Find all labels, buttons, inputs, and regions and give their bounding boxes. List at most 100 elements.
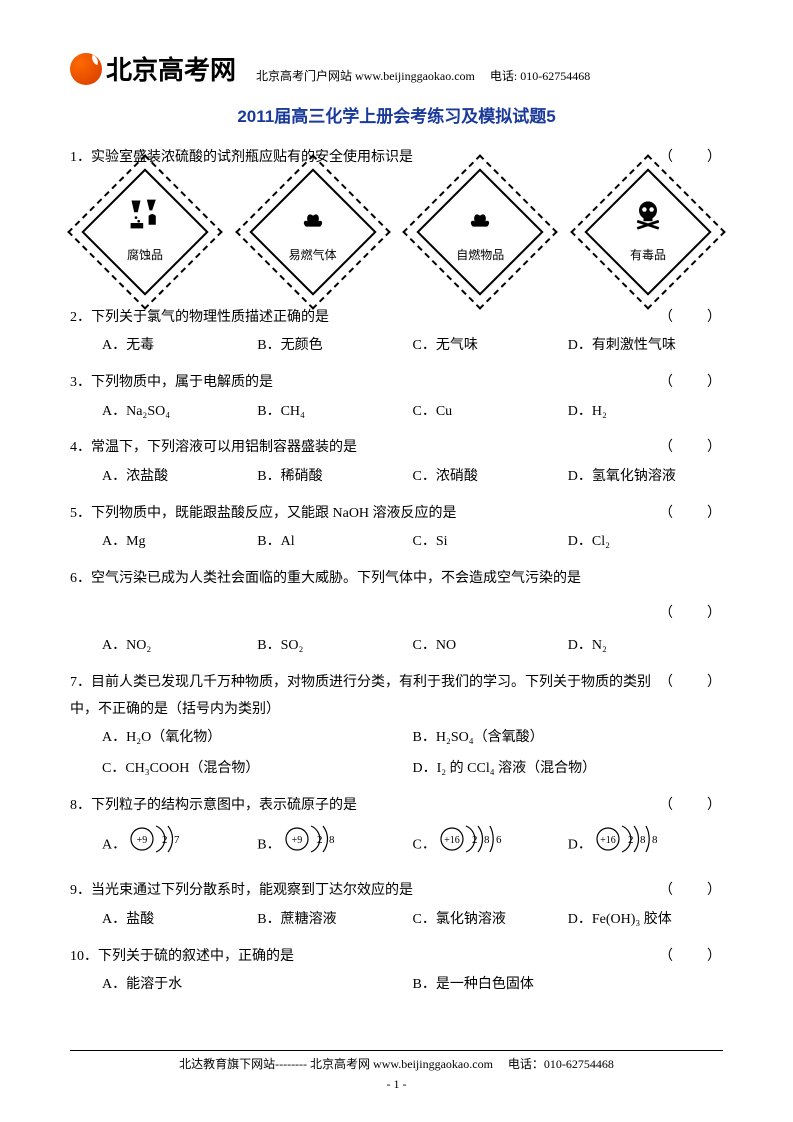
svg-text:2: 2 [472,834,478,846]
options-row: A．H₂O（氧化物）B．H₂SO₄（含氧酸） [70,723,723,754]
options-row: A．MgB．AlC．SiD．Cl₂ [70,527,723,558]
hazard-icon [630,196,666,240]
option-3: D．Fe(OH)₃ 胶体 [568,905,723,936]
question-text: 2．下列关于氯气的物理性质描述正确的是 [70,305,659,332]
option-3: D．有刺激性气味 [568,331,723,362]
option-2: C．NO [413,631,568,662]
atom-diagram-icon: +9 27 [126,820,208,871]
option-3: D．Cl₂ [568,527,723,558]
hazard-diamond-0: 腐蚀品 [80,177,210,287]
page-footer: 北达教育旗下网站-------- 北京高考网 www.beijinggaokao… [70,1050,723,1072]
options-row: C．CH₃COOH（混合物）D．I₂ 的 CCl₄ 溶液（混合物） [70,754,723,785]
svg-text:6: 6 [496,834,502,846]
svg-text:8: 8 [484,834,490,846]
svg-text:+9: +9 [137,835,148,846]
question-text: 9．当光束通过下列分散系时，能观察到丁达尔效应的是 [70,878,659,905]
atom-diagram-icon: +9 28 [281,820,363,871]
atom-diagram-icon: +16288 [592,820,698,871]
option-0: A．Mg [102,527,257,558]
svg-text:2: 2 [317,834,323,846]
option-0: A．NO₂ [102,631,257,662]
option-1: B．SO₂ [257,631,412,662]
svg-text:8: 8 [329,834,335,846]
svg-text:8: 8 [652,834,658,846]
page-header: 北京高考网 北京高考门户网站 www.beijinggaokao.com 电话:… [70,50,723,87]
questions-container: 1．实验室盛装浓硫酸的试剂瓶应贴有的安全使用标识是（ ）腐蚀品易燃气体自燃物品有… [70,145,723,1001]
hazard-diamond-1: 易燃气体 [248,177,378,287]
svg-text:2: 2 [162,834,168,846]
option-1: B．无颜色 [257,331,412,362]
option-2: C．无气味 [413,331,568,362]
hazard-diamond-2: 自燃物品 [415,177,545,287]
hazard-label: 自燃物品 [456,244,504,267]
hazard-label: 有毒品 [630,244,666,267]
options-row: A．NO₂B．SO₂C．NOD．N₂ [70,631,723,662]
question-2: 2．下列关于氯气的物理性质描述正确的是（ ）A．无毒B．无颜色C．无气味D．有刺… [70,305,723,362]
answer-blank: （ ） [659,145,723,172]
question-text: 8．下列粒子的结构示意图中，表示硫原子的是 [70,793,659,820]
answer-blank: （ ） [659,370,723,397]
options-row: A．无毒B．无颜色C．无气味D．有刺激性气味 [70,331,723,362]
hazard-icon [127,196,163,240]
option: A．能溶于水 [102,970,413,1001]
option: B．H₂SO₄（含氧酸） [413,723,724,754]
option-3: D．N₂ [568,631,723,662]
question-text: 10．下列关于硫的叙述中，正确的是 [70,944,659,971]
option-1: B．CH₄ [257,397,412,428]
atom-option-3: D．+16288 [568,820,723,871]
question-1: 1．实验室盛装浓硫酸的试剂瓶应贴有的安全使用标识是（ ）腐蚀品易燃气体自燃物品有… [70,145,723,297]
logo-icon [70,53,102,85]
svg-text:7: 7 [174,834,180,846]
option-1: B．稀硝酸 [257,462,412,493]
question-text: 3．下列物质中，属于电解质的是 [70,370,659,397]
option-0: A．盐酸 [102,905,257,936]
logo-text: 北京高考网 [106,50,236,87]
answer-blank: （ ） [659,435,723,462]
answer-blank: （ ） [659,670,723,697]
options-row: A．Na₂SO₄B．CH₄C．CuD．H₂ [70,397,723,428]
site-logo: 北京高考网 [70,50,236,87]
question-text: 5．下列物质中，既能跟盐酸反应，又能跟 NaOH 溶液反应的是 [70,501,659,528]
option-0: A．Na₂SO₄ [102,397,257,428]
question-text: 6．空气污染已成为人类社会面临的重大威胁。下列气体中，不会造成空气污染的是 [70,566,723,593]
option-2: C．氯化钠溶液 [413,905,568,936]
svg-text:2: 2 [628,834,634,846]
option: B．是一种白色固体 [413,970,724,1001]
answer-blank: （ ） [659,793,723,820]
options-row: A．盐酸B．蔗糖溶液C．氯化钠溶液D．Fe(OH)₃ 胶体 [70,905,723,936]
svg-text:+9: +9 [291,835,302,846]
atom-options: A．+927B．+928C．+16286D．+16288 [70,820,723,871]
question-3: 3．下列物质中，属于电解质的是（ ）A．Na₂SO₄B．CH₄C．CuD．H₂ [70,370,723,427]
document-title: 2011届高三化学上册会考练习及模拟试题5 [70,102,723,127]
answer-blank: （ ） [659,305,723,332]
question-7: 7．目前人类已发现几千万种物质，对物质进行分类，有利于我们的学习。下列关于物质的… [70,670,723,785]
answer-blank: （ ） [70,601,723,628]
answer-blank: （ ） [659,944,723,971]
option-1: B．蔗糖溶液 [257,905,412,936]
header-subtitle: 北京高考门户网站 www.beijinggaokao.com 电话: 010-6… [256,67,590,87]
option-2: C．Cu [413,397,568,428]
option-3: D．H₂ [568,397,723,428]
atom-diagram-icon: +16 286 [436,820,542,871]
answer-blank: （ ） [659,878,723,905]
option-2: C．Si [413,527,568,558]
question-4: 4．常温下，下列溶液可以用铝制容器盛装的是（ ）A．浓盐酸B．稀硝酸C．浓硝酸D… [70,435,723,492]
question-text: 7．目前人类已发现几千万种物质，对物质进行分类，有利于我们的学习。下列关于物质的… [70,670,659,723]
atom-option-1: B．+928 [257,820,412,871]
question-10: 10．下列关于硫的叙述中，正确的是（ ） A．能溶于水B．是一种白色固体 [70,944,723,1001]
svg-text:+16: +16 [444,835,460,846]
hazard-icon [295,196,331,240]
question-text: 4．常温下，下列溶液可以用铝制容器盛装的是 [70,435,659,462]
question-8: 8．下列粒子的结构示意图中，表示硫原子的是（ ）A．+927B．+928C．+1… [70,793,723,870]
answer-blank: （ ） [659,501,723,528]
option: A．H₂O（氧化物） [102,723,413,754]
question-6: 6．空气污染已成为人类社会面临的重大威胁。下列气体中，不会造成空气污染的是 （ ）… [70,566,723,662]
hazard-diamond-3: 有毒品 [583,177,713,287]
option-2: C．浓硝酸 [413,462,568,493]
svg-text:8: 8 [640,834,646,846]
option-3: D．氢氧化钠溶液 [568,462,723,493]
hazard-label: 易燃气体 [289,244,337,267]
option-0: A．浓盐酸 [102,462,257,493]
atom-option-2: C．+16286 [413,820,568,871]
options-row: A．浓盐酸B．稀硝酸C．浓硝酸D．氢氧化钠溶液 [70,462,723,493]
